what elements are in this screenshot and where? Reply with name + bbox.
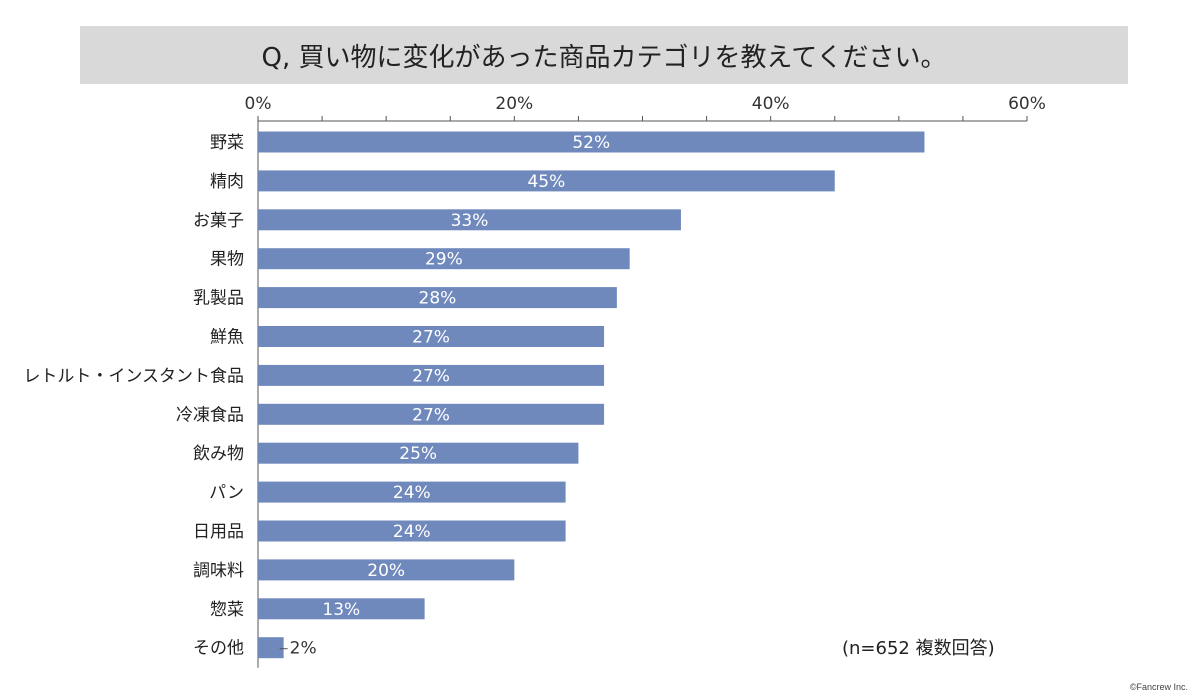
bar <box>258 248 630 270</box>
bar <box>258 287 617 309</box>
value-label: 28% <box>419 289 457 309</box>
value-label: 45% <box>527 172 565 192</box>
bar <box>258 209 681 231</box>
x-tick-label: 60% <box>1008 94 1046 114</box>
bar <box>258 637 284 659</box>
category-label: 果物 <box>210 250 244 270</box>
category-label: 乳製品 <box>193 289 244 309</box>
value-label: 24% <box>393 522 431 542</box>
category-label: お菓子 <box>193 211 244 231</box>
bar <box>258 520 566 542</box>
x-tick-label: 0% <box>245 94 272 114</box>
category-label: 惣菜 <box>210 600 244 620</box>
category-label: 日用品 <box>193 522 244 542</box>
category-label: パン <box>209 483 244 503</box>
category-label: その他 <box>193 639 244 659</box>
chart-title-bar: Q, 買い物に変化があった商品カテゴリを教えてください。 <box>80 26 1128 84</box>
value-label: 20% <box>367 561 405 581</box>
value-label: 33% <box>451 211 489 231</box>
category-label: 精肉 <box>210 172 244 192</box>
category-label: 鮮魚 <box>210 328 244 348</box>
value-label: 52% <box>572 133 610 153</box>
chart-title: Q, 買い物に変化があった商品カテゴリを教えてください。 <box>261 42 947 73</box>
x-tick-label: 20% <box>495 94 533 114</box>
value-label: 29% <box>425 250 463 270</box>
value-label: 2% <box>290 639 317 659</box>
bar <box>258 559 515 581</box>
sample-note: (n=652 複数回答) <box>842 638 995 659</box>
category-label: 野菜 <box>210 133 244 153</box>
value-label: 27% <box>412 366 450 386</box>
category-label: レトルト・インスタント食品 <box>23 366 244 386</box>
category-label: 調味料 <box>193 561 244 581</box>
value-label: 24% <box>393 483 431 503</box>
value-label: 13% <box>322 600 360 620</box>
category-label: 冷凍食品 <box>176 405 244 425</box>
category-label: 飲み物 <box>193 444 244 464</box>
bar <box>258 403 605 425</box>
bar <box>258 326 605 347</box>
bar <box>258 364 605 386</box>
x-tick-label: 40% <box>752 94 790 114</box>
copyright-text: ©Fancrew Inc. <box>1129 682 1188 692</box>
bar <box>258 170 835 192</box>
bar <box>258 481 566 503</box>
value-label: 25% <box>399 444 437 464</box>
bar <box>258 598 425 620</box>
bar <box>258 131 925 153</box>
bar <box>258 442 579 464</box>
value-label: 27% <box>412 405 450 425</box>
value-label: 27% <box>412 328 450 348</box>
